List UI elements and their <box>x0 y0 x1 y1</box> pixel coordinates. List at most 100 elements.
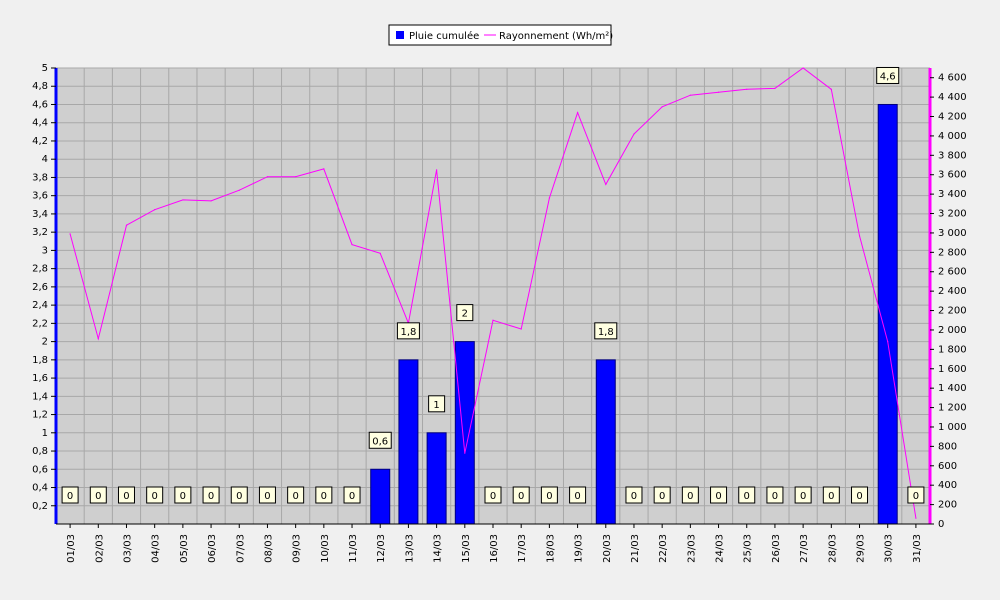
data-label: 0 <box>681 486 699 504</box>
left-tick-label: 2,8 <box>32 264 48 275</box>
x-tick-label: 27/03 <box>799 534 810 563</box>
line-point <box>887 341 889 343</box>
data-label-text: 0 <box>856 491 862 502</box>
line-point <box>351 243 353 246</box>
data-label: 0 <box>851 486 869 504</box>
data-label: 0 <box>146 486 164 504</box>
data-label: 0 <box>569 486 587 504</box>
data-label-box <box>681 486 699 504</box>
left-tick-label: 2,2 <box>32 318 48 329</box>
data-label: 0 <box>343 486 361 504</box>
data-label: 1,8 <box>396 322 420 340</box>
x-tick-label: 25/03 <box>743 534 754 563</box>
x-tick-label: 13/03 <box>404 534 415 563</box>
left-tick-label: 0,2 <box>32 501 48 512</box>
line-point <box>605 183 607 186</box>
data-label-text: 0 <box>687 491 693 502</box>
data-label-box <box>230 486 248 504</box>
left-tick-label: 4,6 <box>32 99 48 110</box>
right-tick-label: 2 600 <box>938 267 967 278</box>
data-label-text: 0 <box>123 491 129 502</box>
data-label-box <box>907 486 925 504</box>
data-label-text: 1,8 <box>598 327 614 338</box>
x-tick-label: 06/03 <box>207 534 218 563</box>
data-label-box <box>851 486 869 504</box>
legend-box <box>388 24 612 46</box>
x-tick-label: 02/03 <box>94 534 105 563</box>
left-tick-label: 0,8 <box>32 446 48 457</box>
right-tick-label: 800 <box>938 441 957 452</box>
data-label-text: 4,6 <box>880 71 896 82</box>
line-point <box>858 235 861 237</box>
left-tick-label: 3,8 <box>32 172 48 183</box>
x-tick-label: 03/03 <box>122 534 133 563</box>
right-tick-label: 0 <box>938 519 944 530</box>
data-label-text: 0,6 <box>372 436 388 447</box>
data-label-box <box>202 486 220 504</box>
left-tick-label: 0,4 <box>32 483 48 494</box>
data-label-box <box>876 66 900 84</box>
line-point <box>661 106 663 108</box>
right-tick-label: 600 <box>938 461 957 472</box>
data-label-box <box>89 486 107 504</box>
x-tick-label: 28/03 <box>827 534 838 563</box>
x-tick-label: 15/03 <box>461 534 472 563</box>
right-tick-label: 1 800 <box>938 344 967 355</box>
left-tick-label: 4 <box>42 154 48 165</box>
data-label: 2 <box>456 304 474 322</box>
line-point <box>830 88 832 90</box>
data-label-text: 0 <box>292 491 298 502</box>
data-label-box <box>174 486 192 504</box>
data-label: 4,6 <box>876 66 900 84</box>
right-tick-label: 4 200 <box>938 112 967 123</box>
left-tick-label: 0,6 <box>32 464 48 475</box>
line-point <box>464 452 466 454</box>
data-label-box <box>456 304 474 322</box>
data-label-text: 0 <box>95 491 101 502</box>
right-tick-label: 3 000 <box>938 228 967 239</box>
right-tick-label: 4 600 <box>938 73 967 84</box>
x-tick-label: 18/03 <box>545 534 556 563</box>
x-tick-label: 23/03 <box>686 534 697 563</box>
data-label-box <box>766 486 784 504</box>
right-tick-label: 200 <box>938 500 957 511</box>
left-tick-label: 3,6 <box>32 191 48 202</box>
line-point <box>492 319 494 321</box>
data-label-text: 0 <box>208 491 214 502</box>
data-label: 0 <box>202 486 220 504</box>
right-tick-label: 3 200 <box>938 209 967 220</box>
right-tick-label: 1 600 <box>938 364 967 375</box>
left-tick-label: 3,2 <box>32 227 48 238</box>
left-tick-label: 3,4 <box>32 209 48 220</box>
data-label-text: 0 <box>913 491 919 502</box>
legend-label-line: Rayonnement (Wh/m²) <box>499 31 613 42</box>
data-label: 0 <box>512 486 530 504</box>
data-label: 0 <box>484 486 502 504</box>
data-label-text: 0 <box>715 491 721 502</box>
data-label-box <box>428 395 446 413</box>
data-label-box <box>484 486 502 504</box>
data-label: 0 <box>315 486 333 504</box>
x-tick-label: 21/03 <box>630 534 641 563</box>
right-tick-label: 1 000 <box>938 422 967 433</box>
data-label: 0 <box>766 486 784 504</box>
data-label-text: 0 <box>67 491 73 502</box>
grid <box>55 67 931 524</box>
left-tick-label: 1,6 <box>32 373 48 384</box>
data-label-box <box>594 322 618 340</box>
x-tick-label: 16/03 <box>489 534 500 563</box>
bar <box>454 341 475 525</box>
left-tick-label: 4,4 <box>32 118 48 129</box>
data-label: 0 <box>653 486 671 504</box>
data-label-text: 0 <box>264 491 270 502</box>
data-label-box <box>710 486 728 504</box>
data-label-text: 0 <box>546 491 552 502</box>
right-tick-label: 2 400 <box>938 286 967 297</box>
data-label-box <box>343 486 361 504</box>
data-label-text: 1 <box>433 400 439 411</box>
data-label: 0,6 <box>368 431 392 449</box>
bar <box>426 432 447 525</box>
x-tick-label: 24/03 <box>715 534 726 563</box>
data-label: 0 <box>907 486 925 504</box>
data-label-text: 0 <box>631 491 637 502</box>
